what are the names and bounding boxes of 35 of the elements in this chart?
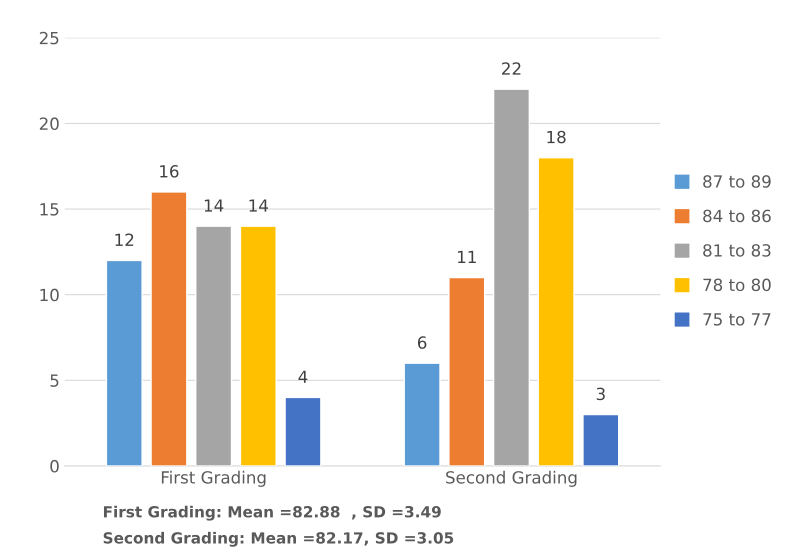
bar (538, 156, 575, 466)
bar (240, 225, 277, 466)
y-tick-label: 5 (50, 374, 58, 387)
legend-label: 75 to 77 (703, 313, 770, 326)
x-tick-label: First Grading (162, 470, 266, 487)
data-label: 3 (596, 388, 605, 400)
bar (404, 362, 441, 466)
data-label: 22 (502, 62, 520, 75)
bar (106, 260, 143, 466)
bar (150, 191, 188, 466)
data-label: 11 (458, 250, 476, 263)
y-tick-label: 20 (40, 117, 59, 130)
text: First Grading: Mean =82.88 , SD =3.49 (104, 506, 441, 521)
bar (582, 414, 620, 466)
y-tick-label: 10 (40, 288, 59, 302)
legend-label: 81 to 83 (703, 244, 770, 257)
bar (448, 276, 486, 466)
text: Second Grading: Mean =82.17, SD =3.05 (104, 532, 454, 547)
legend-label: 84 to 86 (703, 210, 771, 222)
legend-label: 78 to 80 (703, 278, 771, 292)
legend-label: 87 to 89 (703, 175, 771, 188)
data-label: 12 (115, 233, 134, 246)
x-tick-label: Second Grading (446, 470, 576, 487)
bar (492, 88, 530, 466)
data-label: 4 (298, 370, 308, 383)
data-label: 14 (204, 199, 224, 212)
y-tick-label: 0 (50, 460, 59, 472)
bar (195, 225, 232, 466)
data-label: 16 (160, 164, 178, 178)
data-label: 6 (418, 336, 426, 349)
bar (284, 396, 322, 466)
y-tick-label: 25 (40, 32, 58, 44)
y-tick-label: 15 (40, 203, 58, 216)
data-label: 18 (547, 130, 566, 144)
data-label: 14 (250, 199, 268, 212)
